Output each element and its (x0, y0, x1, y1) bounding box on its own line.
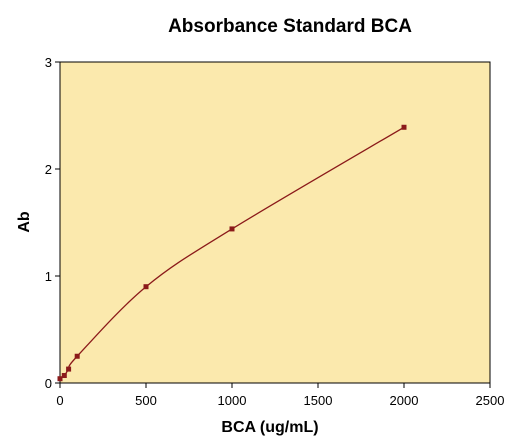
data-point (75, 354, 80, 359)
x-tick-label: 2500 (476, 393, 505, 408)
data-point (58, 376, 63, 381)
x-axis-label: BCA (ug/mL) (221, 419, 318, 436)
y-tick-label: 2 (45, 162, 52, 177)
x-tick-label: 2000 (390, 393, 419, 408)
data-point (66, 367, 71, 372)
data-point (402, 125, 407, 130)
y-tick-label: 1 (45, 269, 52, 284)
data-point (230, 226, 235, 231)
x-tick-label: 1000 (218, 393, 247, 408)
data-point (144, 284, 149, 289)
y-tick-label: 3 (45, 55, 52, 70)
x-tick-label: 0 (56, 393, 63, 408)
y-tick-label: 0 (45, 376, 52, 391)
x-tick-label: 500 (135, 393, 157, 408)
y-axis-label: Ab (16, 211, 33, 233)
data-point (62, 373, 67, 378)
chart-title: Absorbance Standard BCA (168, 16, 412, 37)
x-tick-label: 1500 (304, 393, 333, 408)
plot-area (60, 62, 490, 383)
